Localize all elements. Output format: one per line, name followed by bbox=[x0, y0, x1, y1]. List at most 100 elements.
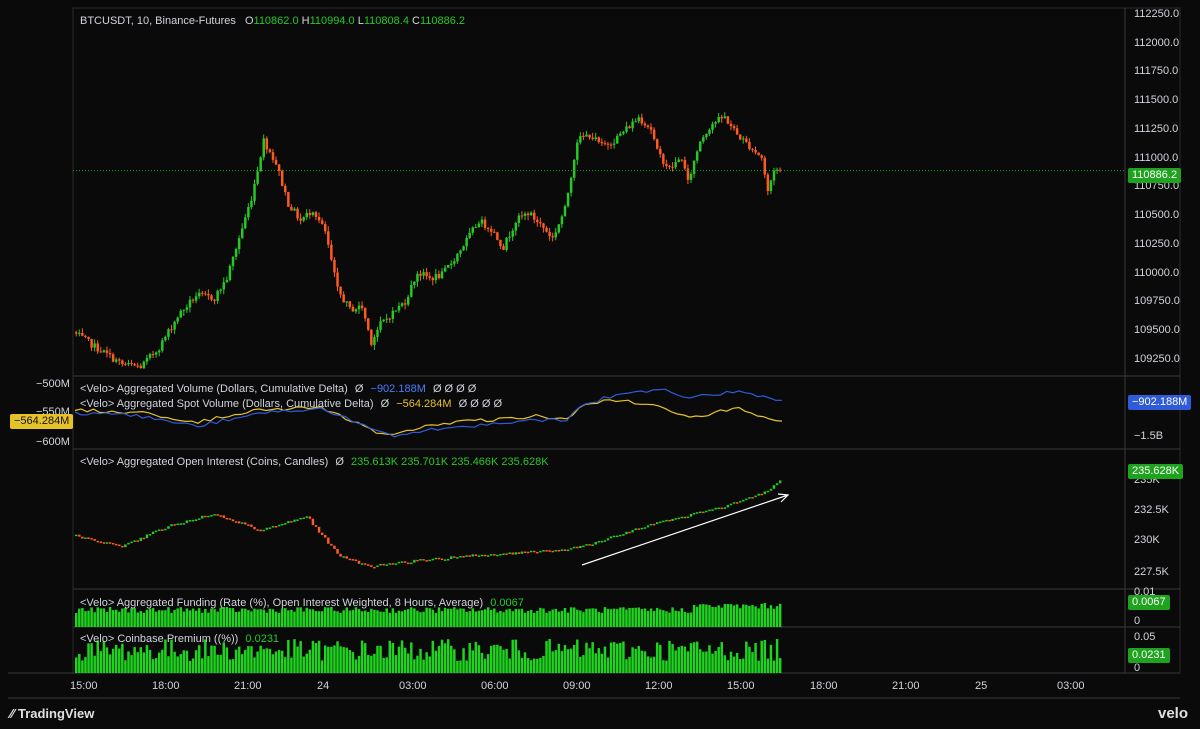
premium-bar bbox=[391, 642, 395, 673]
funding-bar bbox=[751, 605, 754, 627]
funding-bar bbox=[222, 607, 226, 627]
price-candle bbox=[268, 149, 272, 153]
high-value: 110994.0 bbox=[309, 15, 355, 27]
price-candle bbox=[280, 170, 284, 186]
price-candle bbox=[422, 272, 425, 276]
funding-bar bbox=[284, 608, 287, 627]
price-candle bbox=[330, 244, 333, 260]
premium-bar bbox=[360, 640, 364, 673]
price-candle bbox=[754, 149, 757, 153]
funding-bar bbox=[342, 610, 345, 627]
funding-bar bbox=[603, 607, 607, 627]
oi-candle bbox=[757, 493, 760, 496]
funding-bar bbox=[127, 612, 130, 627]
funding-bar bbox=[579, 610, 582, 627]
chart-header: BTCUSDT, 10, Binance-Futures O110862.0 H… bbox=[80, 15, 465, 28]
premium-bar bbox=[280, 650, 284, 673]
premium-bar bbox=[388, 640, 392, 673]
oi-candle bbox=[262, 529, 265, 532]
oi-candle bbox=[234, 521, 238, 523]
price-candle bbox=[548, 231, 551, 237]
funding-bar bbox=[179, 607, 182, 627]
oi-candle bbox=[662, 520, 665, 523]
price-candle bbox=[151, 354, 155, 356]
funding-bar bbox=[572, 607, 576, 627]
funding-bar bbox=[560, 610, 564, 627]
time-label: 15:00 bbox=[727, 680, 755, 692]
price-candle bbox=[542, 223, 545, 228]
premium-bar bbox=[680, 645, 684, 673]
oi-candle bbox=[127, 542, 130, 545]
price-candle bbox=[320, 220, 324, 225]
velo-logo: velo bbox=[1157, 705, 1188, 722]
funding-bar bbox=[702, 604, 705, 627]
price-tick: 110000.0 bbox=[1134, 266, 1180, 279]
price-tick: 111250.0 bbox=[1134, 122, 1179, 135]
premium-bar bbox=[330, 646, 333, 673]
premium-bar bbox=[606, 657, 610, 673]
oi-candle bbox=[327, 537, 330, 544]
oi-candle bbox=[164, 528, 167, 531]
funding-bar bbox=[514, 608, 518, 627]
premium-bar bbox=[228, 659, 232, 673]
funding-bar bbox=[234, 612, 238, 627]
funding-bar bbox=[99, 608, 103, 627]
premium-bar bbox=[483, 658, 487, 673]
funding-bar bbox=[124, 607, 127, 627]
funding-bar bbox=[240, 608, 244, 627]
price-candle bbox=[348, 301, 352, 307]
oi-candle bbox=[376, 565, 379, 568]
funding-bar bbox=[274, 611, 278, 627]
premium-bar bbox=[385, 657, 388, 673]
price-candle bbox=[655, 139, 659, 149]
oi-candle bbox=[179, 523, 182, 525]
premium-bar bbox=[314, 643, 318, 673]
oi-candle bbox=[751, 497, 754, 499]
funding-bar bbox=[729, 604, 733, 627]
premium-bar bbox=[699, 649, 702, 673]
oi-candle bbox=[769, 488, 773, 491]
oi-candle bbox=[459, 555, 462, 558]
oi-candle bbox=[296, 519, 299, 521]
price-candle bbox=[468, 232, 471, 238]
oi-candle bbox=[219, 515, 222, 517]
premium-bar bbox=[659, 644, 662, 673]
price-candle bbox=[483, 219, 487, 228]
oi-candle bbox=[699, 511, 702, 514]
price-candle bbox=[425, 272, 428, 277]
premium-bar bbox=[219, 654, 222, 673]
oi-candle bbox=[363, 563, 367, 565]
oi-candle bbox=[311, 518, 315, 526]
price-candle bbox=[591, 137, 594, 140]
premium-bar bbox=[339, 646, 342, 673]
funding-bar bbox=[437, 607, 441, 627]
price-candle bbox=[210, 295, 213, 300]
price-candle bbox=[517, 215, 521, 223]
funding-bar bbox=[766, 608, 770, 627]
oi-candle bbox=[649, 523, 653, 526]
oi-candle bbox=[96, 540, 99, 543]
price-candle bbox=[677, 159, 680, 163]
funding-bar bbox=[256, 609, 259, 627]
premium-bar bbox=[379, 645, 382, 673]
price-candle bbox=[594, 137, 597, 140]
oi-candle bbox=[93, 539, 96, 541]
premium-bar bbox=[505, 648, 508, 673]
oi-candle bbox=[686, 516, 690, 519]
price-candle bbox=[742, 138, 745, 140]
premium-bar bbox=[287, 639, 290, 673]
oi-candle bbox=[763, 491, 767, 495]
funding-bar bbox=[646, 610, 650, 627]
funding-bar bbox=[290, 609, 293, 627]
premium-bar bbox=[775, 639, 779, 673]
oi-candle bbox=[493, 554, 496, 556]
funding-bar bbox=[742, 604, 745, 627]
premium-bar bbox=[508, 658, 511, 673]
funding-bar bbox=[194, 610, 198, 627]
tradingview-logo-mark: ⁄⁄ bbox=[10, 706, 18, 721]
premium-bar bbox=[579, 657, 582, 673]
funding-bar bbox=[385, 608, 388, 627]
funding-bar bbox=[219, 607, 222, 627]
oi-candle bbox=[489, 554, 493, 556]
oi-candle bbox=[450, 556, 453, 560]
